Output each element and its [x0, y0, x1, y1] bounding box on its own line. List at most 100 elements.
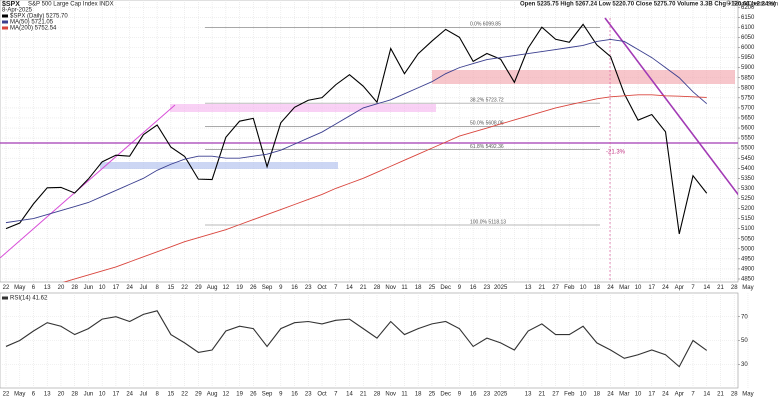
x-tick-label: 16 [291, 285, 298, 291]
x-tick-label: 29 [195, 285, 202, 291]
x-tick-label: 22 [3, 392, 10, 398]
x-tick-label: 9 [458, 392, 462, 398]
x-tick-label: Oct [317, 392, 327, 398]
x-tick-label: 14 [703, 285, 710, 291]
x-tick-label: Dec [440, 285, 451, 291]
grid [0, 0, 749, 388]
quote: Open 5235.75 High 5267.24 Low 5220.70 Cl… [520, 2, 776, 8]
x-tick-label: 9 [279, 392, 283, 398]
x-tick-label: 8 [155, 285, 159, 291]
x-tick-label: 6 [32, 285, 36, 291]
x-tick-label: 24 [126, 285, 133, 291]
y-tick-label: 6050 [741, 35, 755, 41]
x-tick-label: 26 [250, 285, 257, 291]
x-tick-label: 21 [539, 392, 546, 398]
legend-label: RSI(14) 41.62 [10, 296, 48, 302]
y-tick-label: 5550 [741, 136, 755, 142]
x-tick-label: 11 [401, 392, 408, 398]
x-tick-label: 26 [250, 392, 257, 398]
x-tick-label: 27 [552, 392, 559, 398]
x-tick-label: 18 [415, 285, 422, 291]
fib-levels: 0.0% 6099.85 38.2% 5723.72 50.0% 5608.06 61… [205, 22, 600, 225]
x-tick-label: 28 [374, 285, 381, 291]
x-tick-label: 14 [703, 392, 710, 398]
legend-swatch [2, 26, 8, 30]
y-tick-label: 5800 [741, 85, 755, 91]
x-tick-label: 22 [3, 285, 10, 291]
source: © StockCharts.com [726, 1, 778, 8]
x-tick-label: 29 [195, 392, 202, 398]
x-tick-label: 13 [44, 392, 51, 398]
x-tick-label: 23 [305, 285, 312, 291]
x-tick-label: 2025 [494, 285, 508, 291]
x-tick-label: 23 [484, 392, 491, 398]
x-tick-label: 16 [470, 392, 477, 398]
x-tick-label: 21 [539, 285, 546, 291]
x-tick-label: 28 [731, 392, 738, 398]
x-tick-label: Aug [207, 392, 218, 398]
legend-label: MA(50) 5721.05 [10, 20, 54, 26]
x-tick-label: 15 [168, 392, 175, 398]
x-tick-label: 9 [458, 285, 462, 291]
x-tick-label: 7 [691, 285, 695, 291]
y-tick-label: 5600 [741, 126, 755, 132]
x-tick-label: 10 [99, 392, 106, 398]
x-tick-label: 7 [334, 285, 338, 291]
x-tick-label: 20 [58, 285, 65, 291]
y-tick-label: 5050 [741, 236, 755, 242]
x-tick-label: Feb [564, 392, 575, 398]
x-tick-label: 17 [113, 392, 120, 398]
x-tick-label: 13 [44, 285, 51, 291]
x-tick-label: 13 [525, 285, 532, 291]
x-tick-label: 12 [222, 285, 229, 291]
x-tick-label: Sep [262, 392, 273, 398]
y-tick-label: 50 [741, 338, 748, 344]
x-tick-label: 8 [155, 392, 159, 398]
x-tick-label: 20 [58, 392, 65, 398]
x-tick-label: 28 [374, 392, 381, 398]
legend-label: $SPX (Daily) 5275.70 [10, 14, 68, 20]
x-tick-label: May [14, 285, 25, 291]
x-tick-label: 2025 [494, 392, 508, 398]
x-tick-label: Oct [317, 285, 327, 291]
y-tick-label: 5750 [741, 95, 755, 101]
y-tick-label: 5150 [741, 216, 755, 222]
symbol: $SPX [2, 1, 20, 8]
fib-label: 100.0% 5118.13 [470, 219, 506, 225]
x-tick-label: May [742, 285, 753, 291]
y-tick-label: 5250 [741, 196, 755, 202]
x-tick-label: 28 [71, 285, 78, 291]
x-tick-label: 23 [305, 392, 312, 398]
support-zone [100, 162, 338, 169]
x-tick-label: Jun [84, 285, 94, 291]
series-line [5, 38, 708, 224]
series-line [62, 94, 707, 282]
y-tick-label: 5350 [741, 176, 755, 182]
x-tick-label: 27 [552, 285, 559, 291]
x-tick-label: Sep [262, 285, 273, 291]
x-tick-label: 19 [236, 392, 243, 398]
x-tick-label: Dec [440, 392, 451, 398]
x-tick-label: 10 [99, 285, 106, 291]
x-tick-label: May [742, 392, 753, 398]
x-tick-label: 10 [580, 392, 587, 398]
x-tick-label: 7 [334, 392, 338, 398]
resistance-zone [432, 70, 735, 84]
zone [170, 104, 436, 112]
y-tick-label: 5000 [741, 246, 755, 252]
x-tick-label: Jun [84, 392, 94, 398]
x-tick-label: Apr [675, 285, 684, 291]
legend-swatch [2, 296, 8, 300]
x-tick-label: 16 [470, 285, 477, 291]
y-tick-label: 5650 [741, 116, 755, 122]
x-tick-label: 14 [346, 285, 353, 291]
y-tick-label: 30 [741, 362, 748, 368]
x-tick-label: 22 [181, 392, 188, 398]
drawings [0, 17, 738, 280]
price-series [5, 23, 708, 282]
x-tick-label: 22 [181, 285, 188, 291]
x-tick-label: Feb [564, 285, 575, 291]
x-tick-label: 18 [415, 392, 422, 398]
